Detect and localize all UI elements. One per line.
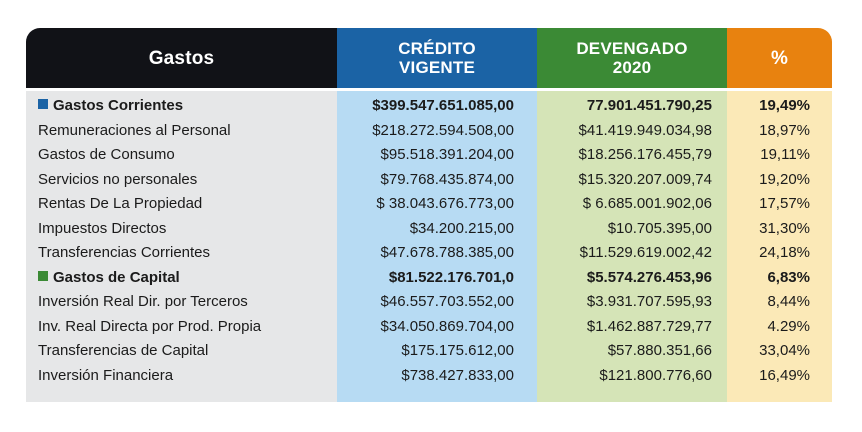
column-pct-bg <box>727 88 832 402</box>
row-devengado: $3.931.707.595,93 <box>586 293 712 310</box>
row-pct: 8,44% <box>767 293 810 310</box>
row-credito: $81.522.176.701,0 <box>388 268 514 286</box>
row-name: Servicios no personales <box>38 170 198 188</box>
header-credito-label: CRÉDITO VIGENTE <box>398 39 476 77</box>
column-gastos-bg <box>26 88 337 402</box>
row-name: Gastos Corrientes <box>53 97 184 114</box>
header-devengado-2020: DEVENGADO 2020 <box>537 28 727 88</box>
header-percent: % <box>727 28 832 88</box>
row-name-cell: Gastos Corrientes <box>38 97 183 115</box>
row-pct: 31,30% <box>759 219 810 237</box>
table-row: Transferencias de Capital $175.175.612,0… <box>26 339 832 364</box>
row-name: Impuestos Directos <box>38 219 167 237</box>
header-devengado-label: DEVENGADO 2020 <box>576 39 688 77</box>
table-row: Inversión Financiera $738.427.833,00 $12… <box>26 364 832 389</box>
header-pct-label: % <box>770 47 789 69</box>
row-devengado: $1.462.887.729,77 <box>586 317 712 335</box>
table-row: Rentas De La Propiedad $ 38.043.676.773,… <box>26 192 832 217</box>
row-devengado: $41.419.949.034,98 <box>578 121 712 139</box>
row-credito: $738.427.833,00 <box>401 366 514 384</box>
table-row: Transferencias Corrientes $47.678.788.38… <box>26 241 832 266</box>
table-row: Inv. Real Directa por Prod. Propia $34.0… <box>26 315 832 340</box>
row-name: Inversión Real Dir. por Terceros <box>38 293 248 310</box>
column-devengado-bg <box>537 88 727 402</box>
header-gastos-label: Gastos <box>148 47 215 69</box>
row-devengado: $15.320.207.009,74 <box>578 170 712 188</box>
row-pct: 18,97% <box>759 121 810 139</box>
row-devengado: $5.574.276.453,96 <box>586 268 712 286</box>
table-row: Gastos de Consumo $95.518.391.204,00 $18… <box>26 143 832 168</box>
row-devengado: $11.529.619.002,42 <box>579 244 712 261</box>
row-devengado: $57.880.351,66 <box>607 342 712 359</box>
table-row: Impuestos Directos $34.200.215,00 $10.70… <box>26 217 832 242</box>
row-devengado: $10.705.395,00 <box>607 219 712 237</box>
row-credito: $34.050.869.704,00 <box>380 317 514 335</box>
table-header: Gastos CRÉDITO VIGENTE DEVENGADO 2020 % <box>26 28 832 88</box>
header-separator <box>26 88 832 91</box>
row-credito: $399.547.651.085,00 <box>372 97 514 114</box>
table-row-gastos-corrientes: Gastos Corrientes $399.547.651.085,00 77… <box>26 94 832 119</box>
row-credito: $34.200.215,00 <box>409 219 514 237</box>
row-credito: $95.518.391.204,00 <box>380 146 514 163</box>
row-pct: 19,49% <box>759 97 810 114</box>
row-name: Rentas De La Propiedad <box>38 195 203 212</box>
table-row: Servicios no personales $79.768.435.874,… <box>26 168 832 193</box>
green-square-icon <box>38 270 48 281</box>
table-body: Gastos Corrientes $399.547.651.085,00 77… <box>26 94 832 388</box>
row-credito: $ 38.043.676.773,00 <box>376 195 514 212</box>
row-pct: 4.29% <box>767 317 810 335</box>
row-pct: 16,49% <box>759 366 810 384</box>
row-pct: 33,04% <box>759 342 810 359</box>
row-pct: 24,18% <box>759 244 810 261</box>
column-credito-bg <box>337 88 537 402</box>
blue-square-icon <box>38 99 48 109</box>
budget-table: Gastos CRÉDITO VIGENTE DEVENGADO 2020 % … <box>26 28 832 402</box>
row-pct: 6,83% <box>767 268 810 286</box>
row-name: Remuneraciones al Personal <box>38 121 231 139</box>
header-credito-vigente: CRÉDITO VIGENTE <box>337 28 537 88</box>
row-credito: $47.678.788.385,00 <box>380 244 514 261</box>
table-row-gastos-capital: Gastos de Capital $81.522.176.701,0 $5.5… <box>26 266 832 291</box>
row-credito: $175.175.612,00 <box>401 342 514 359</box>
row-devengado: $121.800.776,60 <box>599 366 712 384</box>
row-credito: $46.557.703.552,00 <box>380 293 514 310</box>
row-name: Transferencias Corrientes <box>38 244 211 261</box>
row-name: Transferencias de Capital <box>38 342 209 359</box>
header-gastos: Gastos <box>26 28 337 88</box>
table-row: Inversión Real Dir. por Terceros $46.557… <box>26 290 832 315</box>
row-name: Inv. Real Directa por Prod. Propia <box>38 317 262 335</box>
row-devengado: $ 6.685.001.902,06 <box>582 195 712 212</box>
row-credito: $218.272.594.508,00 <box>372 121 514 139</box>
row-credito: $79.768.435.874,00 <box>380 170 514 188</box>
row-name: Gastos de Capital <box>53 268 180 286</box>
row-name: Gastos de Consumo <box>38 146 175 163</box>
row-pct: 19,20% <box>759 170 810 188</box>
row-devengado: $18.256.176.455,79 <box>578 146 712 163</box>
row-pct: 19,11% <box>760 146 810 163</box>
table-row: Remuneraciones al Personal $218.272.594.… <box>26 119 832 144</box>
row-name: Inversión Financiera <box>38 366 174 384</box>
row-devengado: 77.901.451.790,25 <box>586 97 712 114</box>
row-name-cell: Gastos de Capital <box>38 269 180 287</box>
row-pct: 17,57% <box>759 195 810 212</box>
